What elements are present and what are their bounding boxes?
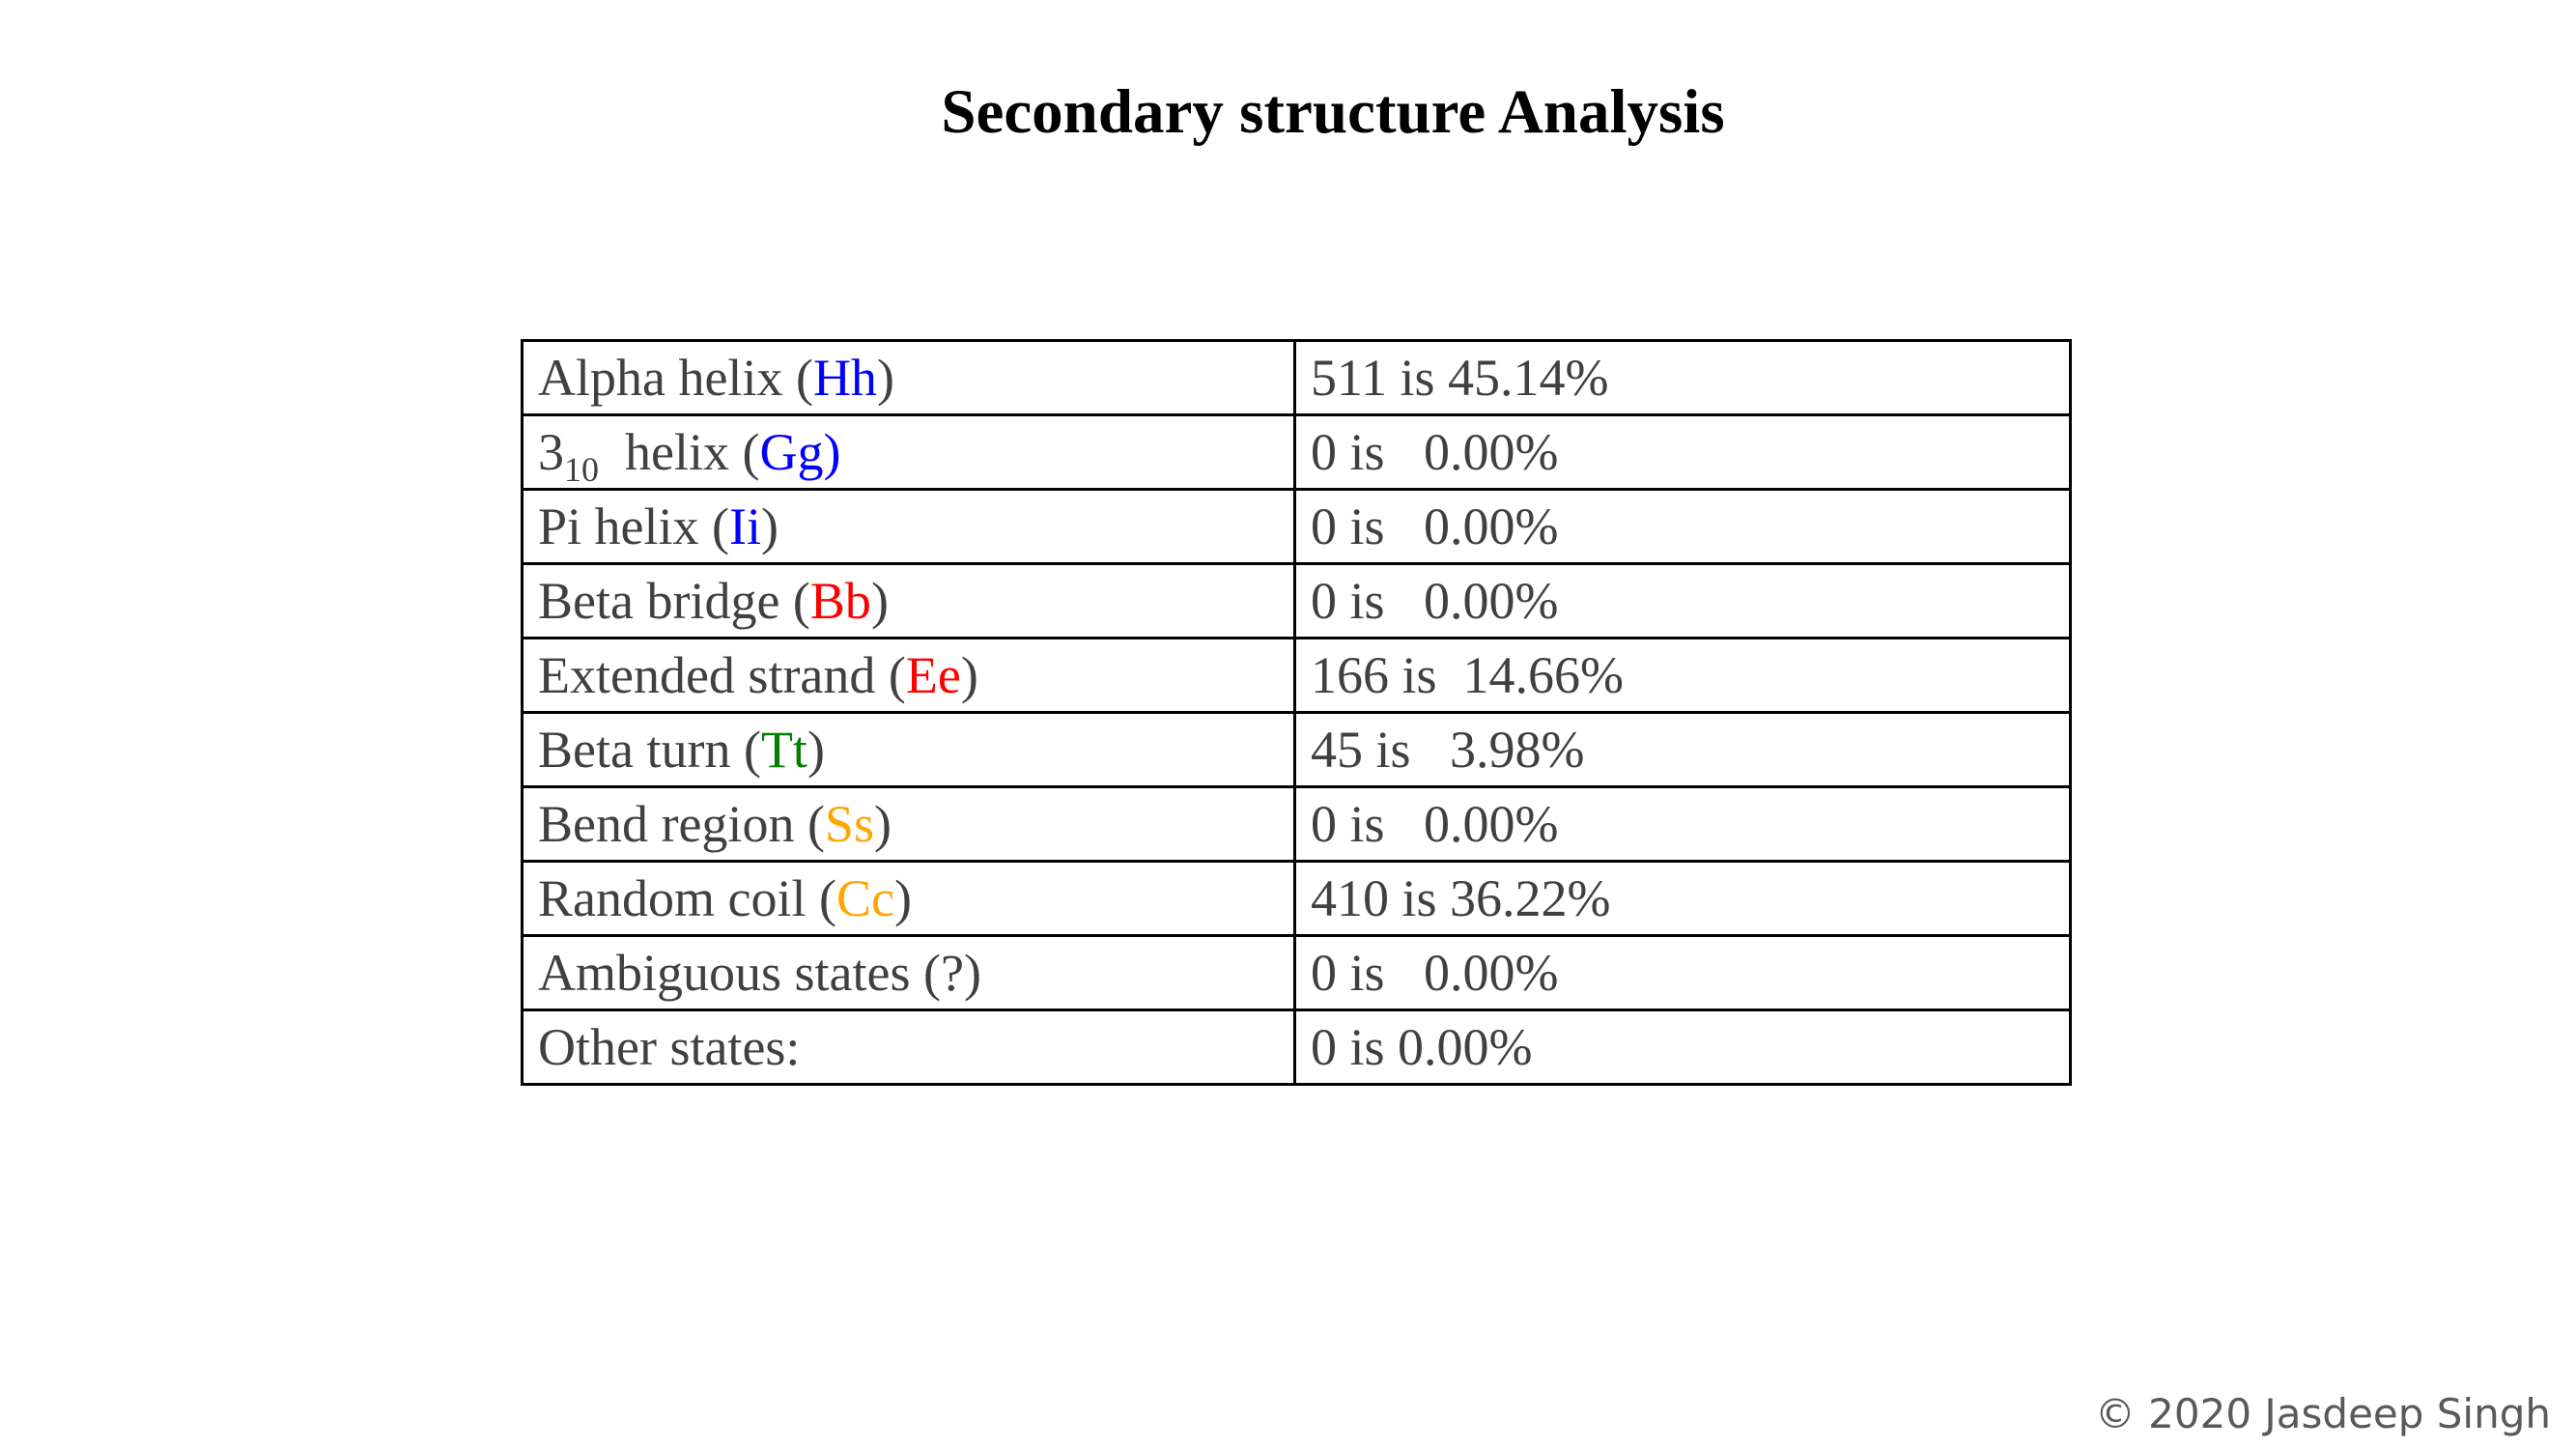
structure-code: Ss [824, 795, 874, 853]
structure-label: 310 helix (Gg) [521, 413, 1296, 491]
structure-label: Other states: [521, 1009, 1296, 1086]
structure-value: 511 is 45.14% [1293, 339, 2072, 416]
structure-code: Hh [812, 349, 877, 407]
table-row: Pi helix (Ii) 0 is 0.00% [521, 488, 2072, 565]
table-row: Beta turn (Tt) 45 is 3.98% [521, 711, 2072, 788]
structure-code: Gg) [759, 423, 841, 481]
structure-label: Beta turn (Tt) [521, 711, 1296, 788]
structure-value: 410 is 36.22% [1293, 860, 2072, 937]
structure-code: Bb [809, 572, 871, 630]
table-row: 310 helix (Gg) 0 is 0.00% [521, 413, 2072, 491]
structure-value: 0 is 0.00% [1293, 934, 2072, 1011]
structure-label: Bend region (Ss) [521, 785, 1296, 863]
structure-value: 0 is 0.00% [1293, 413, 2072, 491]
structure-value: 0 is 0.00% [1293, 562, 2072, 639]
structure-label: Pi helix (Ii) [521, 488, 1296, 565]
structure-value: 0 is 0.00% [1293, 785, 2072, 863]
structure-code: Cc [835, 869, 894, 927]
structure-value: 0 is 0.00% [1293, 1009, 2072, 1086]
page-title: Secondary structure Analysis [941, 77, 1725, 147]
secondary-structure-table: Alpha helix (Hh) 511 is 45.14% 310 helix… [521, 339, 2072, 1086]
structure-label: Beta bridge (Bb) [521, 562, 1296, 639]
table-row: Alpha helix (Hh) 511 is 45.14% [521, 339, 2072, 416]
structure-value: 0 is 0.00% [1293, 488, 2072, 565]
table-row: Extended strand (Ee) 166 is 14.66% [521, 637, 2072, 714]
structure-label: Ambiguous states (?) [521, 934, 1296, 1011]
structure-value: 166 is 14.66% [1293, 637, 2072, 714]
table-row: Random coil (Cc) 410 is 36.22% [521, 860, 2072, 937]
structure-code: Tt [760, 721, 807, 779]
table-row: Other states: 0 is 0.00% [521, 1009, 2072, 1086]
structure-label: Random coil (Cc) [521, 860, 1296, 937]
structure-code: Ee [905, 646, 961, 704]
structure-label: Extended strand (Ee) [521, 637, 1296, 714]
structure-label: Alpha helix (Hh) [521, 339, 1296, 416]
subscript: 10 [564, 449, 599, 489]
structure-value: 45 is 3.98% [1293, 711, 2072, 788]
table-row: Bend region (Ss) 0 is 0.00% [521, 785, 2072, 863]
copyright-footer: © 2020 Jasdeep Singh [2094, 1390, 2551, 1437]
structure-code: Ii [729, 497, 761, 555]
table-row: Beta bridge (Bb) 0 is 0.00% [521, 562, 2072, 639]
table-row: Ambiguous states (?) 0 is 0.00% [521, 934, 2072, 1011]
